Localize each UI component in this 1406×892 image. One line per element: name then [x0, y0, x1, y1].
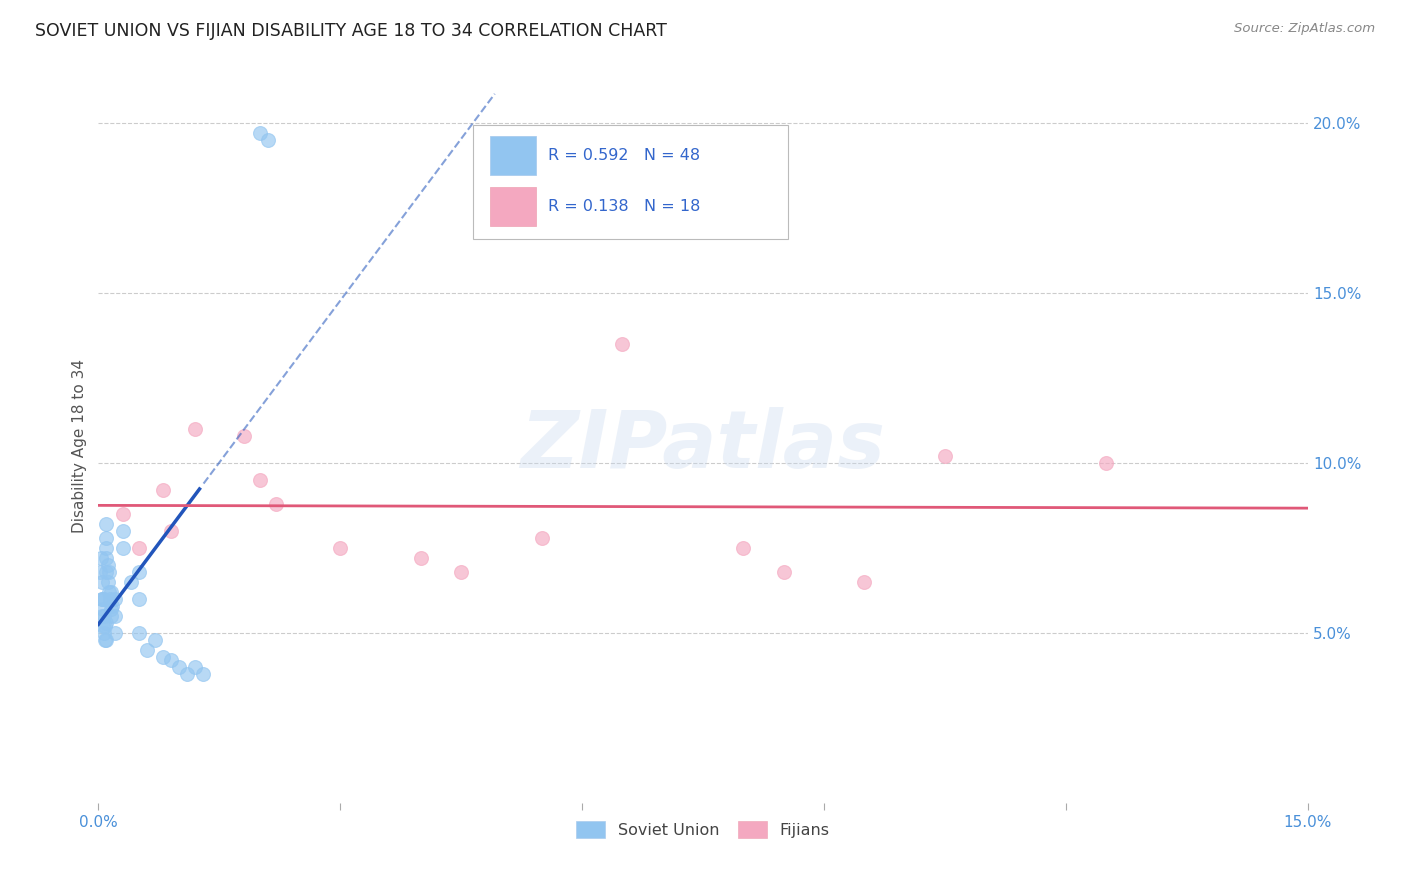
FancyBboxPatch shape: [491, 187, 536, 227]
Point: [96, 551, 118, 566]
Point: [94, 615, 117, 630]
Point: [97, 574, 120, 589]
Point: [160, 653, 183, 667]
Point: [152, 483, 174, 498]
Point: [249, 473, 271, 487]
Point: [93, 608, 115, 623]
Point: [184, 422, 207, 436]
Point: [100, 602, 122, 616]
Point: [96, 541, 118, 555]
Point: [96, 517, 118, 532]
Point: [93, 626, 115, 640]
Point: [612, 337, 634, 351]
Point: [111, 541, 134, 555]
Point: [264, 497, 287, 511]
Point: [184, 660, 207, 674]
Point: [90, 551, 112, 566]
Point: [111, 524, 134, 538]
Point: [128, 626, 150, 640]
Point: [93, 591, 115, 606]
Point: [160, 524, 183, 538]
Point: [128, 565, 150, 579]
Point: [94, 632, 117, 647]
Point: [853, 574, 876, 589]
Point: [167, 660, 190, 674]
Text: Source: ZipAtlas.com: Source: ZipAtlas.com: [1234, 22, 1375, 36]
Point: [329, 541, 352, 555]
Point: [94, 632, 117, 647]
Point: [103, 626, 125, 640]
Point: [90, 574, 112, 589]
Point: [152, 649, 174, 664]
Point: [232, 429, 254, 443]
Point: [128, 591, 150, 606]
Point: [733, 541, 755, 555]
Point: [934, 449, 956, 463]
Point: [89, 565, 111, 579]
Point: [91, 602, 114, 616]
Point: [103, 608, 125, 623]
Point: [91, 591, 114, 606]
FancyBboxPatch shape: [491, 136, 536, 175]
Point: [96, 531, 118, 545]
Point: [94, 619, 117, 633]
Point: [120, 574, 142, 589]
Y-axis label: Disability Age 18 to 34: Disability Age 18 to 34: [72, 359, 87, 533]
Point: [97, 565, 120, 579]
Text: R = 0.592   N = 48: R = 0.592 N = 48: [548, 148, 700, 163]
Point: [90, 591, 112, 606]
Point: [409, 551, 432, 566]
Point: [96, 565, 118, 579]
Point: [772, 565, 794, 579]
Point: [256, 133, 278, 147]
Point: [176, 666, 198, 681]
Point: [111, 507, 134, 521]
Point: [100, 608, 122, 623]
Point: [193, 666, 215, 681]
Text: ZIPatlas: ZIPatlas: [520, 407, 886, 485]
Text: SOVIET UNION VS FIJIAN DISABILITY AGE 18 TO 34 CORRELATION CHART: SOVIET UNION VS FIJIAN DISABILITY AGE 18…: [35, 22, 666, 40]
Point: [530, 531, 553, 545]
FancyBboxPatch shape: [474, 125, 787, 239]
Point: [135, 643, 157, 657]
Point: [91, 608, 114, 623]
Point: [91, 619, 114, 633]
Point: [97, 585, 120, 599]
Point: [249, 127, 271, 141]
Point: [97, 558, 120, 572]
Point: [128, 541, 150, 555]
Point: [143, 632, 166, 647]
Point: [100, 585, 122, 599]
Point: [450, 565, 472, 579]
Point: [98, 591, 121, 606]
Point: [103, 591, 125, 606]
Point: [1095, 456, 1118, 470]
Point: [101, 599, 124, 613]
Text: R = 0.138   N = 18: R = 0.138 N = 18: [548, 200, 700, 214]
Legend: Soviet Union, Fijians: Soviet Union, Fijians: [569, 814, 837, 845]
